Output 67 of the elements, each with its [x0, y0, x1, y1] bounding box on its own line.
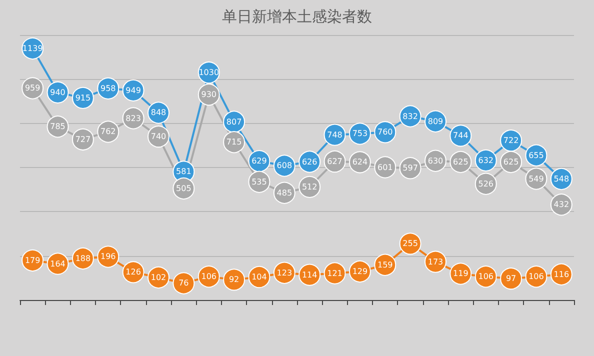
data-label: 753 — [352, 129, 368, 138]
data-label: 129 — [352, 267, 368, 276]
data-label: 785 — [50, 122, 66, 132]
data-label: 106 — [478, 272, 494, 282]
data-label: 930 — [201, 90, 217, 100]
data-label: 1139 — [22, 44, 43, 53]
data-label: 722 — [503, 136, 519, 146]
data-label: 625 — [503, 157, 519, 166]
data-label: 949 — [126, 86, 141, 95]
data-label: 505 — [176, 184, 192, 193]
data-label: 92 — [228, 275, 240, 284]
data-label: 626 — [302, 157, 318, 166]
data-label: 106 — [201, 272, 217, 282]
data-label: 597 — [402, 164, 418, 173]
data-label: 255 — [402, 239, 418, 248]
data-label: 762 — [100, 127, 116, 136]
data-label: 608 — [276, 161, 292, 170]
data-label: 548 — [554, 174, 570, 184]
data-label: 119 — [453, 269, 468, 278]
data-label: 832 — [402, 112, 418, 121]
data-label: 848 — [150, 108, 166, 118]
data-label: 655 — [528, 150, 544, 160]
chart-title: 单日新增本土感染者数 — [222, 8, 372, 26]
data-label: 807 — [226, 117, 242, 126]
data-label: 1030 — [198, 68, 220, 78]
data-label: 485 — [276, 188, 292, 198]
data-label: 740 — [150, 132, 166, 142]
data-label: 915 — [75, 93, 91, 102]
data-label: 727 — [75, 134, 91, 144]
data-label: 164 — [50, 259, 66, 268]
data-label: 116 — [554, 270, 570, 279]
data-label: 959 — [24, 84, 40, 93]
data-label: 114 — [302, 270, 318, 280]
data-label: 549 — [528, 174, 544, 184]
data-label: 526 — [478, 179, 494, 188]
data-label: 104 — [252, 272, 267, 282]
data-label: 744 — [453, 131, 468, 140]
data-label: 76 — [178, 278, 189, 288]
data-label: 958 — [100, 84, 116, 93]
data-label: 173 — [428, 257, 444, 266]
data-label: 748 — [327, 130, 342, 140]
data-label: 432 — [554, 200, 570, 210]
data-label: 625 — [453, 157, 468, 166]
data-label: 632 — [478, 156, 494, 165]
data-label: 581 — [176, 167, 192, 176]
data-label: 106 — [528, 272, 544, 282]
data-label: 126 — [126, 268, 141, 277]
data-label: 188 — [75, 254, 91, 263]
data-label: 102 — [150, 272, 166, 282]
data-label: 97 — [506, 274, 516, 284]
data-label: 627 — [327, 157, 342, 166]
data-label: 624 — [352, 158, 368, 167]
data-label: 179 — [24, 256, 40, 265]
data-label: 123 — [276, 268, 292, 278]
data-label: 715 — [226, 138, 242, 147]
data-label: 629 — [252, 156, 267, 166]
data-label: 121 — [327, 268, 342, 278]
data-label: 601 — [377, 162, 393, 172]
data-label: 823 — [126, 114, 141, 123]
data-label: 159 — [377, 260, 393, 270]
data-label: 760 — [377, 128, 393, 137]
data-label: 630 — [428, 156, 444, 166]
data-label: 196 — [100, 252, 116, 262]
data-label: 809 — [428, 116, 444, 126]
data-label: 940 — [50, 88, 66, 97]
data-label: 512 — [302, 182, 318, 192]
data-label: 535 — [252, 177, 267, 186]
